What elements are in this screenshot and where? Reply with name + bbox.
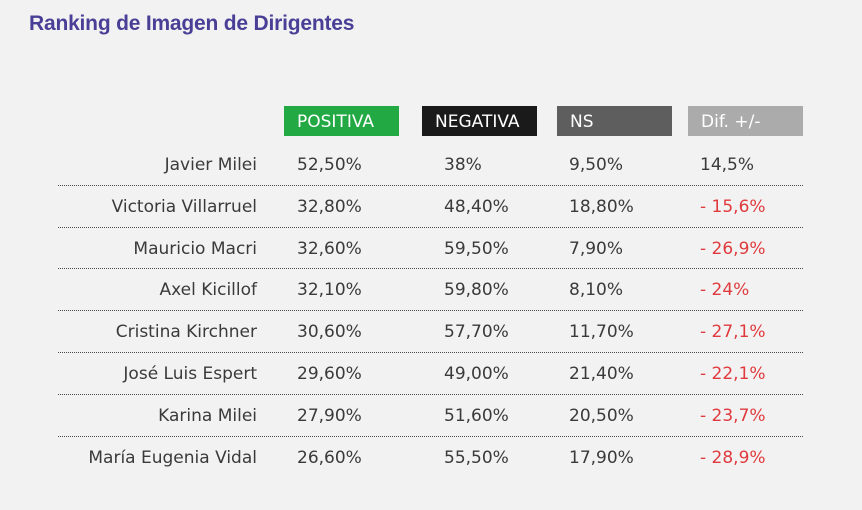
dif-value: - 26,9% — [700, 238, 766, 259]
row-divider — [58, 226, 803, 228]
negativa-value: 48,40% — [444, 196, 509, 217]
leader-name: Cristina Kirchner — [115, 322, 257, 343]
header-positiva: POSITIVA — [284, 106, 399, 136]
ns-value: 17,90% — [569, 447, 634, 468]
table-row: Mauricio Macri 32,60% 59,50% 7,90% - 26,9% — [0, 228, 862, 270]
row-divider — [58, 435, 803, 437]
ns-value: 7,90% — [569, 238, 624, 259]
row-divider — [58, 393, 803, 395]
positiva-value: 32,60% — [297, 238, 362, 259]
leader-name: Axel Kicillof — [159, 280, 257, 301]
table-row: Axel Kicillof 32,10% 59,80% 8,10% - 24% — [0, 269, 862, 311]
row-divider — [58, 310, 803, 312]
dif-value: - 22,1% — [700, 364, 766, 384]
leader-name: Mauricio Macri — [133, 238, 257, 259]
page-title: Ranking de Imagen de Dirigentes — [29, 12, 355, 35]
positiva-value: 29,60% — [297, 364, 362, 384]
dif-value: 14,5% — [700, 155, 755, 175]
ns-value: 9,50% — [569, 155, 624, 175]
leader-name: Victoria Villarruel — [111, 196, 257, 217]
ns-value: 18,80% — [569, 196, 634, 217]
dif-value: - 15,6% — [700, 196, 766, 217]
positiva-value: 26,60% — [297, 447, 362, 468]
ns-value: 20,50% — [569, 405, 634, 426]
ns-value: 21,40% — [569, 364, 634, 384]
ns-value: 8,10% — [569, 280, 624, 301]
leader-name: José Luis Espert — [123, 364, 257, 384]
negativa-value: 57,70% — [444, 322, 509, 343]
positiva-value: 52,50% — [297, 155, 362, 175]
negativa-value: 55,50% — [444, 447, 509, 468]
header-ns: NS — [557, 106, 672, 136]
leader-name: María Eugenia Vidal — [88, 447, 257, 468]
negativa-value: 59,80% — [444, 280, 509, 301]
positiva-value: 32,80% — [297, 196, 362, 217]
row-divider — [58, 184, 803, 186]
dif-value: - 27,1% — [700, 322, 766, 343]
dif-value: - 28,9% — [700, 447, 766, 468]
table-row: Javier Milei 52,50% 38% 9,50% 14,5% — [0, 144, 862, 186]
table-row: Karina Milei 27,90% 51,60% 20,50% - 23,7% — [0, 395, 862, 437]
header-negativa: NEGATIVA — [422, 106, 537, 136]
table-row: Victoria Villarruel 32,80% 48,40% 18,80% - 1… — [0, 186, 862, 228]
negativa-value: 38% — [444, 155, 482, 175]
positiva-value: 30,60% — [297, 322, 362, 343]
dif-value: - 23,7% — [700, 405, 766, 426]
row-divider — [58, 268, 803, 270]
negativa-value: 59,50% — [444, 238, 509, 259]
leader-name: Javier Milei — [164, 155, 257, 175]
leader-name: Karina Milei — [158, 405, 257, 426]
table-row: José Luis Espert 29,60% 49,00% 21,40% - 22,1… — [0, 353, 862, 395]
positiva-value: 32,10% — [297, 280, 362, 301]
header-dif: Dif. +/- — [688, 106, 803, 136]
table-row: Cristina Kirchner 30,60% 57,70% 11,70% - 27,… — [0, 311, 862, 353]
row-divider — [58, 352, 803, 353]
dif-value: - 24% — [700, 280, 750, 301]
negativa-value: 49,00% — [444, 364, 509, 384]
negativa-value: 51,60% — [444, 405, 509, 426]
ns-value: 11,70% — [569, 322, 634, 343]
table-row: María Eugenia Vidal 26,60% 55,50% 17,90% - 2… — [0, 437, 862, 479]
positiva-value: 27,90% — [297, 405, 362, 426]
